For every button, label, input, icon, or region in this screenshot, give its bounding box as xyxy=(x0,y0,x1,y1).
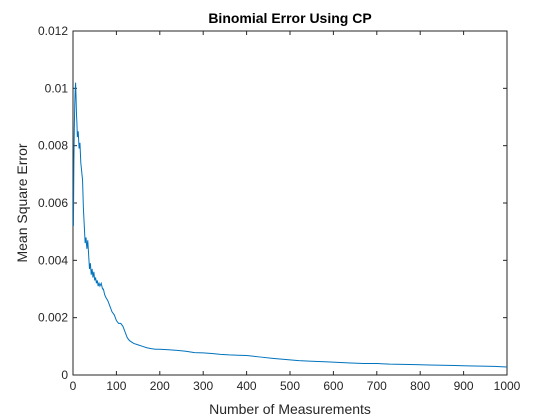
y-axis-ticks: 0 0.002 0.004 0.006 0.008 0.01 0.012 xyxy=(38,24,507,382)
x-tick-label: 1000 xyxy=(494,379,521,393)
x-tick-label: 500 xyxy=(280,379,300,393)
y-tick-label: 0.002 xyxy=(38,311,68,325)
x-tick-label: 0 xyxy=(70,379,77,393)
y-tick-label: 0.008 xyxy=(38,139,68,153)
x-tick-label: 300 xyxy=(193,379,213,393)
x-tick-label: 200 xyxy=(150,379,170,393)
chart-title: Binomial Error Using CP xyxy=(208,10,371,26)
x-tick-label: 400 xyxy=(237,379,257,393)
x-tick-label: 100 xyxy=(106,379,126,393)
y-tick-label: 0 xyxy=(61,368,68,382)
y-tick-label: 0.004 xyxy=(38,253,68,267)
x-tick-label: 600 xyxy=(323,379,343,393)
y-tick-label: 0.006 xyxy=(38,196,68,210)
x-tick-label: 800 xyxy=(410,379,430,393)
y-tick-label: 0.012 xyxy=(38,24,68,38)
x-axis-label: Number of Measurements xyxy=(209,401,371,417)
plot-area xyxy=(72,30,508,376)
y-axis-label: Mean Square Error xyxy=(14,143,30,262)
series-line xyxy=(72,82,508,368)
x-tick-label: 700 xyxy=(367,379,387,393)
x-axis-ticks: 0 100 200 300 400 500 600 700 800 900 1000 xyxy=(70,31,521,393)
x-tick-label: 900 xyxy=(454,379,474,393)
y-tick-label: 0.01 xyxy=(45,81,69,95)
